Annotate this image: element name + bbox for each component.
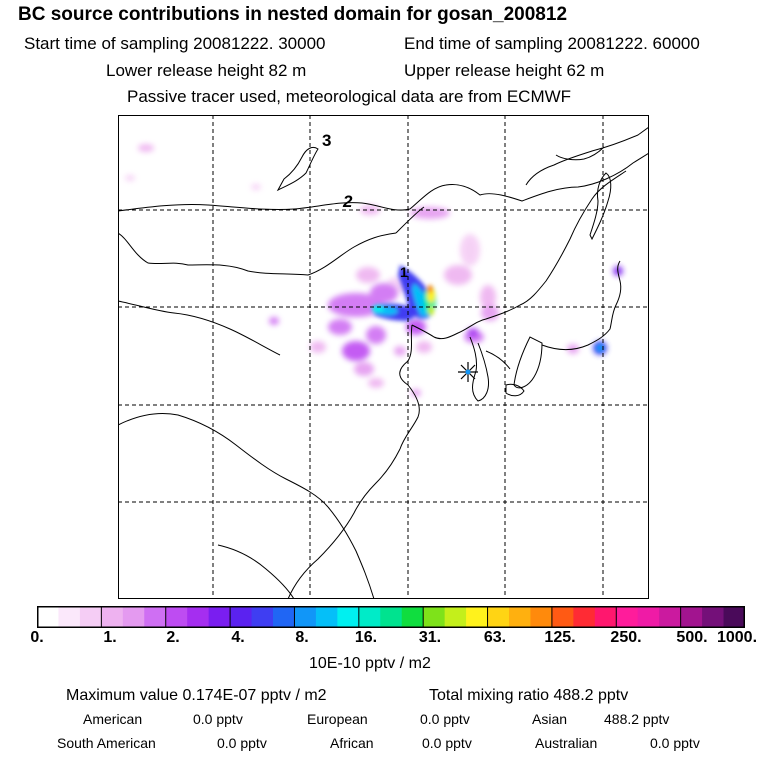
colorbar-swatch bbox=[208, 606, 231, 628]
colorbar-swatch bbox=[337, 606, 360, 628]
map-panel: 3 2 1 bbox=[118, 115, 649, 599]
colorbar-swatch bbox=[401, 606, 424, 628]
colorbar-tick-label: 16. bbox=[354, 629, 378, 646]
south-american-value: 0.0 pptv bbox=[217, 735, 267, 751]
colorbar-swatch bbox=[187, 606, 210, 628]
colorbar-tick-label: 1000. bbox=[716, 629, 758, 646]
colorbar-swatch bbox=[423, 606, 446, 628]
receptor-star-icon bbox=[458, 362, 478, 382]
colorbar-swatch bbox=[273, 606, 295, 628]
lat-lon-grid bbox=[118, 115, 649, 599]
colorbar-swatch bbox=[616, 606, 639, 628]
colorbar-swatch bbox=[573, 606, 596, 628]
coastlines bbox=[118, 126, 649, 599]
asian-value: 488.2 pptv bbox=[604, 711, 670, 727]
colorbar-swatch bbox=[466, 606, 489, 628]
colorbar-swatch bbox=[358, 606, 381, 628]
colorbar-swatch bbox=[79, 606, 102, 628]
start-time-label: Start time of sampling 20081222. 30000 bbox=[24, 34, 326, 53]
american-label: American bbox=[83, 711, 143, 727]
colorbar-swatch bbox=[444, 606, 467, 628]
colorbar-unit: 10E-10 pptv / m2 bbox=[309, 655, 431, 672]
south-american-label: South American bbox=[57, 735, 156, 751]
colorbar-swatch bbox=[37, 606, 59, 628]
map-title: BC source contributions in nested domain… bbox=[18, 4, 568, 25]
colorbar-swatch bbox=[594, 606, 617, 628]
european-value: 0.0 pptv bbox=[420, 711, 470, 727]
colorbar-tick-label: 8. bbox=[295, 629, 309, 646]
colorbar-tick-label: 0. bbox=[30, 629, 44, 646]
colorbar-tick-label: 2. bbox=[166, 629, 180, 646]
contribution-field bbox=[125, 144, 623, 397]
colorbar-tick-label: 125. bbox=[544, 629, 576, 646]
american-value: 0.0 pptv bbox=[193, 711, 243, 727]
end-time-label: End time of sampling 20081222. 60000 bbox=[404, 34, 700, 53]
total-mixing-ratio: Total mixing ratio 488.2 pptv bbox=[429, 687, 629, 704]
colorbar-tick-label: 31. bbox=[418, 629, 442, 646]
colorbar-swatch bbox=[230, 606, 253, 628]
african-value: 0.0 pptv bbox=[422, 735, 472, 751]
colorbar-tick-label: 250. bbox=[610, 629, 642, 646]
colorbar-swatch bbox=[637, 606, 660, 628]
contour-label-3: 3 bbox=[322, 131, 331, 150]
map-frame bbox=[118, 115, 649, 599]
australian-value: 0.0 pptv bbox=[650, 735, 700, 751]
asian-label: Asian bbox=[532, 711, 568, 727]
colorbar-tick-label: 1. bbox=[103, 629, 117, 646]
contour-label-1: 1 bbox=[400, 264, 408, 280]
colorbar-tick-label: 63. bbox=[483, 629, 507, 646]
european-label: European bbox=[307, 711, 368, 727]
australian-label: Australian bbox=[535, 735, 598, 751]
colorbar-swatch bbox=[551, 606, 574, 628]
colorbar-swatch bbox=[165, 606, 188, 628]
contour-label-2: 2 bbox=[342, 192, 353, 211]
colorbar-swatch bbox=[723, 606, 745, 628]
african-label: African bbox=[330, 735, 374, 751]
colorbar bbox=[37, 606, 745, 628]
maximum-value: Maximum value 0.174E-07 pptv / m2 bbox=[66, 687, 327, 704]
colorbar-tick-label: 500. bbox=[676, 629, 708, 646]
tracer-note: Passive tracer used, meteorological data… bbox=[127, 87, 572, 106]
colorbar-swatch bbox=[294, 606, 317, 628]
colorbar-swatch bbox=[101, 606, 124, 628]
colorbar-swatch bbox=[487, 606, 510, 628]
colorbar-swatch bbox=[702, 606, 725, 628]
colorbar-tick-label: 4. bbox=[231, 629, 245, 646]
lower-height-label: Lower release height 82 m bbox=[106, 61, 307, 80]
colorbar-swatch bbox=[251, 606, 274, 628]
colorbar-swatch bbox=[680, 606, 703, 628]
colorbar-swatch bbox=[509, 606, 531, 628]
colorbar-swatch bbox=[122, 606, 145, 628]
colorbar-swatch bbox=[530, 606, 553, 628]
colorbar-swatch bbox=[58, 606, 81, 628]
colorbar-swatch bbox=[659, 606, 682, 628]
upper-height-label: Upper release height 62 m bbox=[404, 61, 605, 80]
colorbar-swatch bbox=[380, 606, 403, 628]
colorbar-swatch bbox=[144, 606, 167, 628]
colorbar-border bbox=[37, 606, 745, 628]
colorbar-swatch bbox=[315, 606, 338, 628]
